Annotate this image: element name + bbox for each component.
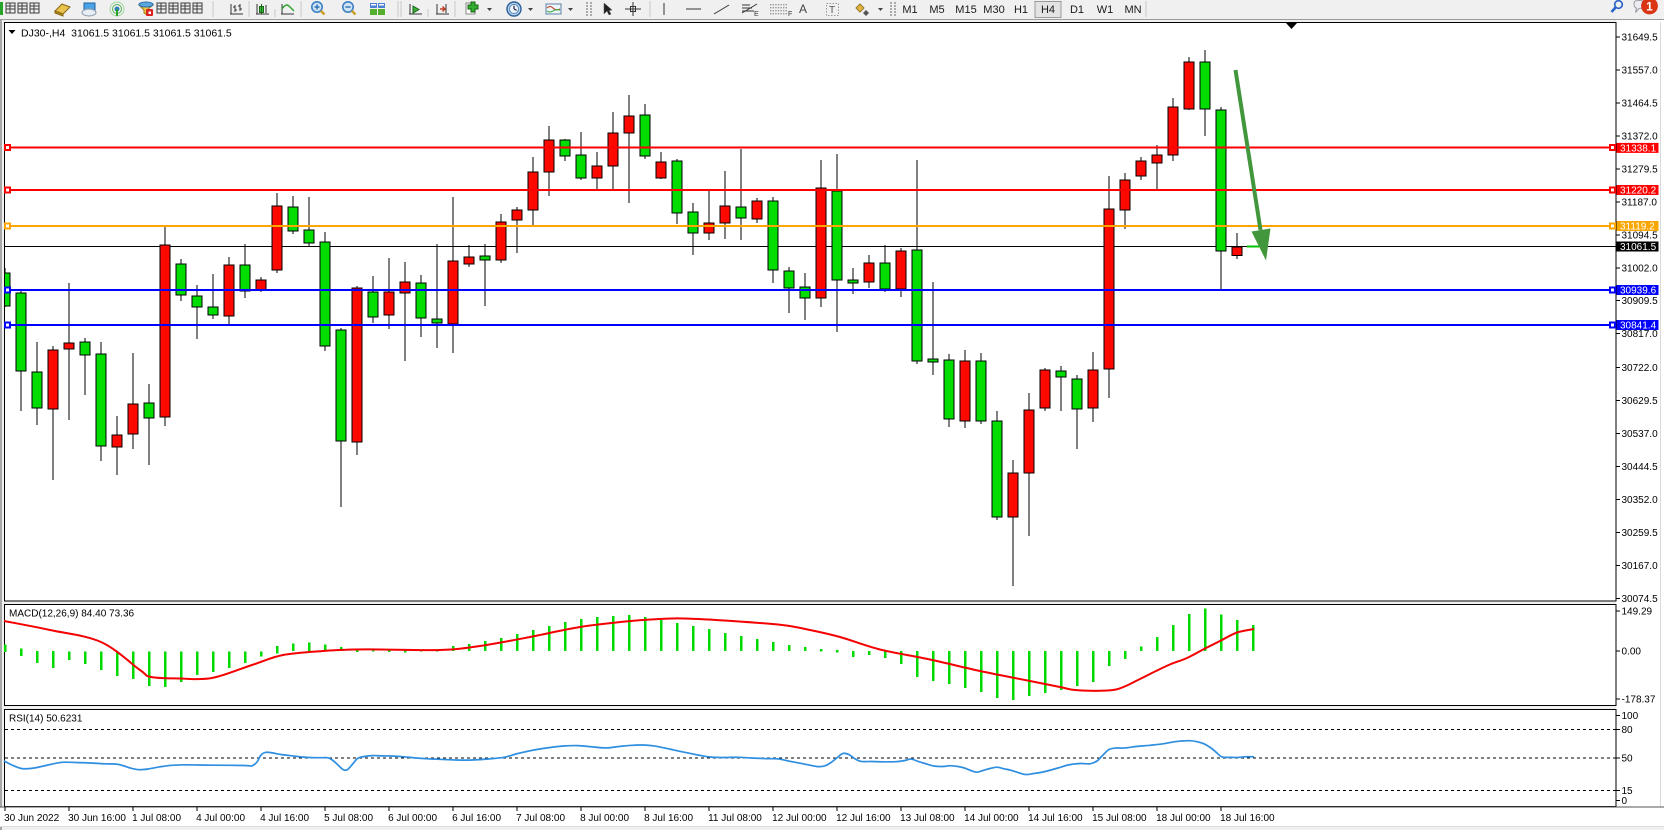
svg-text:30 Jun 2022: 30 Jun 2022 (4, 813, 59, 824)
svg-text:80: 80 (1622, 725, 1634, 736)
svg-text:A: A (799, 2, 807, 16)
svg-text:E: E (754, 11, 759, 18)
svg-text:0: 0 (1622, 796, 1628, 807)
svg-text:31557.0: 31557.0 (1622, 65, 1659, 76)
svg-text:8 Jul 16:00: 8 Jul 16:00 (644, 813, 693, 824)
svg-text:18 Jul 16:00: 18 Jul 16:00 (1220, 813, 1275, 824)
svg-text:31187.0: 31187.0 (1622, 197, 1658, 208)
svg-text:30841.4: 30841.4 (1620, 321, 1657, 332)
svg-text:30074.5: 30074.5 (1622, 594, 1659, 605)
svg-text:D1: D1 (1070, 4, 1084, 16)
svg-text:100: 100 (1622, 711, 1639, 722)
svg-text:F: F (788, 11, 792, 18)
svg-text:H4: H4 (1041, 4, 1055, 16)
svg-text:30909.5: 30909.5 (1622, 296, 1659, 307)
svg-text:50: 50 (1622, 754, 1634, 765)
svg-text:18 Jul 00:00: 18 Jul 00:00 (1156, 813, 1211, 824)
svg-text:-178.37: -178.37 (1622, 695, 1656, 706)
svg-text:31464.5: 31464.5 (1622, 98, 1659, 109)
svg-text:0.00: 0.00 (1622, 647, 1642, 658)
svg-text:MN: MN (1124, 4, 1141, 16)
svg-text:M1: M1 (902, 4, 917, 16)
svg-text:4 Jul 16:00: 4 Jul 16:00 (260, 813, 309, 824)
svg-text:M15: M15 (955, 4, 976, 16)
svg-text:14 Jul 16:00: 14 Jul 16:00 (1028, 813, 1083, 824)
svg-text:30537.0: 30537.0 (1622, 429, 1659, 440)
svg-text:M30: M30 (983, 4, 1004, 16)
svg-text:30167.0: 30167.0 (1622, 561, 1659, 572)
svg-text:15 Jul 08:00: 15 Jul 08:00 (1092, 813, 1147, 824)
svg-text:14 Jul 00:00: 14 Jul 00:00 (964, 813, 1019, 824)
svg-text:30629.5: 30629.5 (1622, 396, 1659, 407)
svg-text:31094.5: 31094.5 (1622, 230, 1659, 241)
svg-text:31220.2: 31220.2 (1620, 186, 1657, 197)
svg-text:30 Jun 16:00: 30 Jun 16:00 (68, 813, 126, 824)
svg-text:MACD(12,26,9) 84.40 73.36: MACD(12,26,9) 84.40 73.36 (9, 609, 135, 620)
svg-text:11 Jul 08:00: 11 Jul 08:00 (708, 813, 762, 824)
svg-text:13 Jul 08:00: 13 Jul 08:00 (900, 813, 955, 824)
svg-text:H1: H1 (1014, 4, 1028, 16)
svg-text:1: 1 (1646, 0, 1653, 14)
svg-text:12 Jul 00:00: 12 Jul 00:00 (772, 813, 827, 824)
svg-text:DJ30-,H4 31061.5 31061.5 3106: DJ30-,H4 31061.5 31061.5 31061.5 31061.5 (21, 28, 232, 40)
svg-text:4 Jul 00:00: 4 Jul 00:00 (196, 813, 245, 824)
svg-text:30259.5: 30259.5 (1622, 528, 1659, 539)
svg-text:30817.0: 30817.0 (1622, 329, 1659, 340)
svg-text:30444.5: 30444.5 (1622, 462, 1659, 473)
svg-text:1 Jul 08:00: 1 Jul 08:00 (132, 813, 181, 824)
svg-text:149.29: 149.29 (1622, 606, 1653, 617)
svg-text:RSI(14) 50.6231: RSI(14) 50.6231 (9, 714, 83, 725)
svg-text:31002.0: 31002.0 (1622, 263, 1659, 274)
svg-text:31119.2: 31119.2 (1620, 222, 1655, 233)
svg-text:30722.0: 30722.0 (1622, 363, 1659, 374)
svg-text:12 Jul 16:00: 12 Jul 16:00 (836, 813, 891, 824)
svg-text:5 Jul 08:00: 5 Jul 08:00 (324, 813, 373, 824)
svg-text:W1: W1 (1097, 4, 1114, 16)
svg-text:31061.5: 31061.5 (1620, 242, 1657, 253)
svg-text:31279.5: 31279.5 (1622, 164, 1659, 175)
svg-text:31649.5: 31649.5 (1622, 32, 1659, 43)
svg-text:31338.1: 31338.1 (1620, 143, 1657, 154)
svg-text:6 Jul 00:00: 6 Jul 00:00 (388, 813, 437, 824)
svg-text:8 Jul 00:00: 8 Jul 00:00 (580, 813, 629, 824)
svg-text:T: T (829, 5, 835, 16)
svg-text:30939.6: 30939.6 (1620, 286, 1657, 297)
svg-text:7 Jul 08:00: 7 Jul 08:00 (516, 813, 565, 824)
svg-text:31372.0: 31372.0 (1622, 131, 1659, 142)
svg-text:15: 15 (1622, 786, 1634, 797)
svg-text:6 Jul 16:00: 6 Jul 16:00 (452, 813, 501, 824)
svg-text:30352.0: 30352.0 (1622, 495, 1659, 506)
svg-text:M5: M5 (929, 4, 944, 16)
